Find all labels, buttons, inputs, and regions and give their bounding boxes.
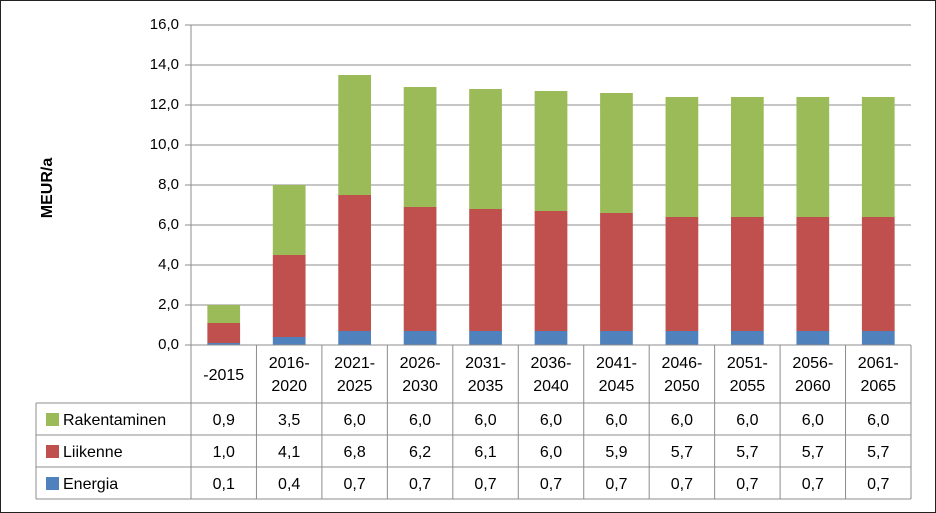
bar-rakentaminen-8 — [731, 97, 764, 217]
legend-swatch-rakentaminen — [46, 413, 59, 426]
bar-rakentaminen-2 — [338, 75, 371, 195]
x-tick-label: 2041-2045 — [596, 355, 637, 395]
table-cell-value: 6,0 — [540, 444, 562, 461]
table-cell-value: 0,9 — [213, 412, 235, 429]
bar-energia-8 — [731, 331, 764, 345]
legend-label-energia: Energia — [63, 476, 118, 493]
y-axis-label: MEUR/a — [39, 158, 56, 219]
legend-label-liikenne: Liikenne — [63, 444, 123, 461]
bar-rakentaminen-6 — [600, 93, 633, 213]
table-cell-value: 6,0 — [867, 412, 889, 429]
bar-liikenne-1 — [272, 255, 306, 337]
table-cell-value: 6,0 — [671, 412, 693, 429]
table-cell-value: 3,5 — [278, 412, 300, 429]
table-cell-value: 6,2 — [409, 444, 431, 461]
table-cell-value: 6,0 — [344, 412, 366, 429]
bar-liikenne-10 — [861, 217, 895, 331]
y-tick-label: 16,0 — [150, 16, 179, 33]
bar-rakentaminen-0 — [207, 305, 241, 323]
table-cell-value: 0,7 — [802, 476, 824, 493]
bar-energia-5 — [534, 331, 568, 345]
bar-rakentaminen-10 — [861, 97, 895, 217]
bar-liikenne-5 — [534, 211, 568, 331]
bar-liikenne-4 — [469, 209, 502, 331]
legend-swatch-liikenne — [46, 445, 59, 458]
x-tick-label: 2016-2020 — [269, 355, 310, 395]
table-cell-value: 6,0 — [409, 412, 431, 429]
bar-rakentaminen-9 — [796, 97, 830, 217]
bar-liikenne-6 — [600, 213, 633, 331]
table-cell-value: 6,0 — [540, 412, 562, 429]
y-tick-label: 6,0 — [158, 216, 179, 233]
table-cell-value: 0,7 — [474, 476, 496, 493]
bar-liikenne-2 — [338, 195, 371, 331]
table-cell-value: 6,0 — [605, 412, 627, 429]
y-tick-label: 4,0 — [158, 256, 179, 273]
table-cell-value: 6,0 — [802, 412, 824, 429]
table-cell-value: 5,7 — [802, 444, 824, 461]
data-table: -2015 2016-2020 2021-2025 2026-2030 2031-203… — [35, 344, 912, 500]
bar-energia-3 — [403, 331, 437, 345]
x-tick-label: 2061-2065 — [858, 355, 899, 395]
table-cell-value: 5,9 — [605, 444, 627, 461]
bar-energia-10 — [861, 331, 895, 345]
table-cell-value: 0,7 — [736, 476, 758, 493]
bar-liikenne-7 — [665, 217, 699, 331]
y-tick-label: 14,0 — [150, 56, 179, 73]
table-cell-value: 5,7 — [671, 444, 693, 461]
x-tick-label: 2056-2060 — [792, 355, 833, 395]
x-tick-label: 2021-2025 — [334, 355, 375, 395]
table-cell-value: 4,1 — [278, 444, 300, 461]
table-cell-value: 0,1 — [213, 476, 235, 493]
x-tick-label: 2051-2055 — [727, 355, 768, 395]
bar-energia-1 — [272, 337, 306, 345]
table-cell-value: 0,7 — [409, 476, 431, 493]
legend-swatch-energia — [46, 477, 59, 490]
x-tick-label: 2026-2030 — [400, 355, 441, 395]
y-tick-label: 12,0 — [150, 96, 179, 113]
table-cell-value: 6,0 — [736, 412, 758, 429]
bar-liikenne-0 — [207, 323, 241, 343]
table-cell-value: 0,7 — [605, 476, 627, 493]
y-tick-label: 0,0 — [158, 336, 179, 353]
table-cell-value: 6,0 — [474, 412, 496, 429]
bars — [207, 75, 895, 345]
table-cell-value: 0,7 — [344, 476, 366, 493]
bar-energia-9 — [796, 331, 830, 345]
table-cell-value: 0,7 — [867, 476, 889, 493]
y-tick-label: 8,0 — [158, 176, 179, 193]
x-tick-label: -2015 — [203, 367, 244, 384]
legend-label-rakentaminen: Rakentaminen — [63, 412, 166, 429]
bar-liikenne-9 — [796, 217, 830, 331]
x-tick-label: 2046-2050 — [661, 355, 702, 395]
axes: 0,0 2,0 4,0 6,0 8,0 10,0 12,0 14,0 16,0 — [150, 16, 192, 353]
bar-energia-0 — [207, 343, 241, 345]
table-cell-value: 5,7 — [736, 444, 758, 461]
y-tick-label: 10,0 — [150, 136, 179, 153]
x-tick-label: 2031-2035 — [465, 355, 506, 395]
y-tick-label: 2,0 — [158, 296, 179, 313]
bar-rakentaminen-7 — [665, 97, 699, 217]
bar-energia-4 — [469, 331, 502, 345]
bar-energia-7 — [665, 331, 699, 345]
table-cell-value: 6,8 — [344, 444, 366, 461]
x-tick-label: 2036-2040 — [531, 355, 572, 395]
table-cell-value: 0,4 — [278, 476, 300, 493]
table-cell-value: 5,7 — [867, 444, 889, 461]
table-cell-value: 1,0 — [213, 444, 235, 461]
table-cell-value: 0,7 — [540, 476, 562, 493]
bar-rakentaminen-1 — [272, 185, 306, 255]
bar-rakentaminen-4 — [469, 89, 502, 209]
bar-liikenne-3 — [403, 207, 437, 331]
bar-energia-6 — [600, 331, 633, 345]
bar-rakentaminen-5 — [534, 91, 568, 211]
bar-rakentaminen-3 — [403, 87, 437, 207]
bar-liikenne-8 — [731, 217, 764, 331]
table-cell-value: 0,7 — [671, 476, 693, 493]
table-cell-value: 6,1 — [474, 444, 496, 461]
bar-energia-2 — [338, 331, 371, 345]
